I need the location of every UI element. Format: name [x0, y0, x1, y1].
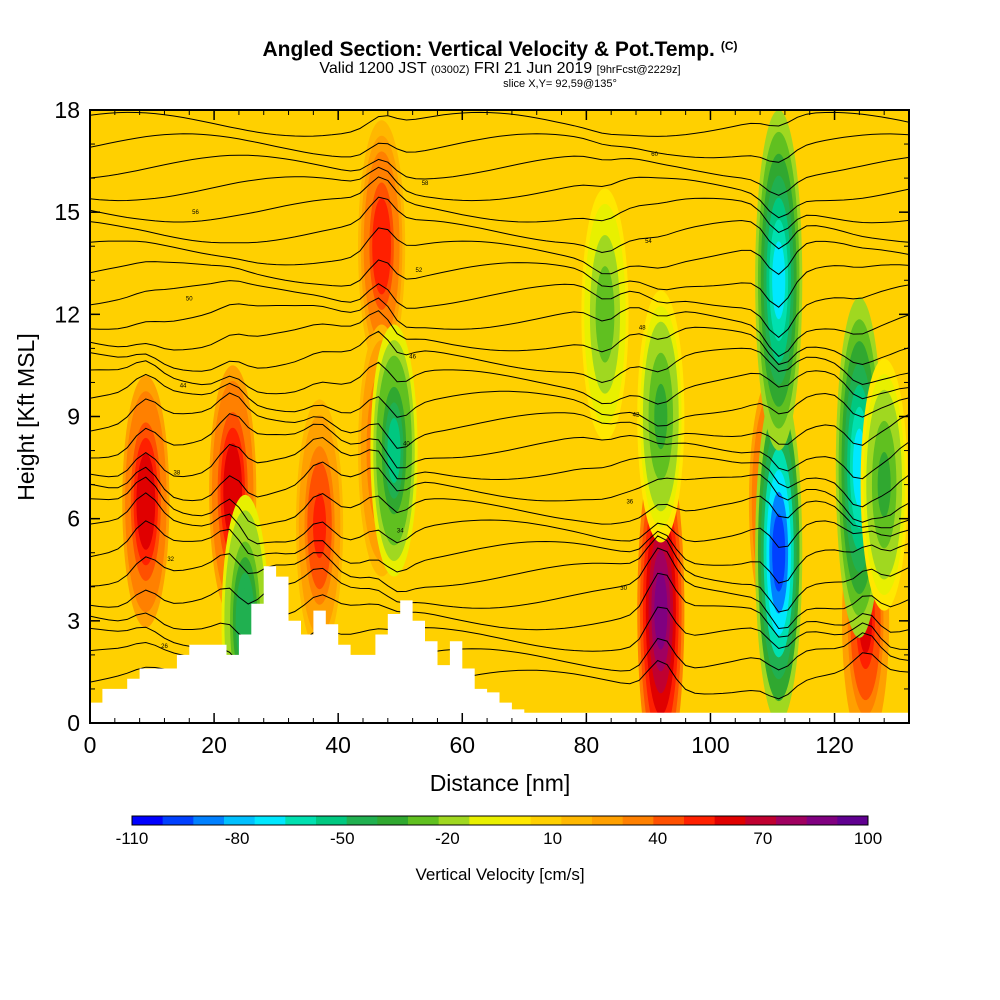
colorbar-swatch	[500, 816, 531, 825]
isentrope-label: 34	[397, 528, 404, 534]
isentrope-label: 36	[626, 499, 633, 505]
colorbar-swatch	[715, 816, 746, 825]
colorbar-swatch	[531, 816, 562, 825]
colorbar-swatch	[592, 816, 623, 825]
y-tick-label: 9	[67, 404, 80, 430]
y-axis-label: Height [Kft MSL]	[13, 333, 39, 500]
colorbar-swatch	[807, 816, 838, 825]
downdraft-cell-11-6	[654, 384, 667, 449]
y-tick-label: 18	[54, 97, 80, 123]
x-tick-label: 120	[815, 732, 853, 758]
x-tick-label: 40	[325, 732, 351, 758]
colorbar-swatch	[347, 816, 378, 825]
x-tick-label: 20	[201, 732, 227, 758]
colorbar-swatch	[653, 816, 684, 825]
x-tick-label: 60	[449, 732, 475, 758]
isentrope-label: 52	[415, 268, 422, 274]
colorbar-swatch	[285, 816, 316, 825]
colorbar-tick-label: 100	[854, 829, 882, 848]
x-tick-label: 80	[574, 732, 600, 758]
colorbar-swatch	[377, 816, 408, 825]
isentrope-label: 56	[192, 210, 199, 216]
isentrope-label: 30	[620, 586, 627, 592]
colorbar-swatch	[776, 816, 807, 825]
colorbar-tick-label: -80	[225, 829, 250, 848]
colorbar-swatch	[439, 816, 470, 825]
chart-figure: Angled Section: Vertical Velocity & Pot.…	[0, 0, 1000, 1000]
colorbar-swatch	[255, 816, 286, 825]
colorbar-swatch	[684, 816, 715, 825]
isentrope-label: 60	[651, 152, 658, 158]
colorbar-swatch	[469, 816, 500, 825]
isentrope-label: 38	[174, 470, 181, 476]
x-axis-label: Distance [nm]	[430, 770, 571, 796]
colorbar-swatch	[408, 816, 439, 825]
colorbar-swatch	[193, 816, 224, 825]
isentrope-label: 32	[167, 557, 174, 563]
isentrope-label: 42	[633, 413, 640, 419]
downdraft-cell-10-6	[598, 282, 611, 347]
updraft-cell-5-6	[654, 572, 667, 650]
colorbar-tick-label: -110	[116, 829, 149, 848]
colorbar-swatch	[623, 816, 654, 825]
colorbar-tick-label: 40	[648, 829, 667, 848]
y-tick-label: 0	[67, 710, 80, 736]
colorbar-tick-label: -50	[330, 829, 355, 848]
y-tick-label: 15	[54, 199, 80, 225]
updraft-cell-2-6	[313, 493, 326, 558]
isentrope-label: 26	[161, 644, 168, 650]
y-tick-label: 6	[67, 506, 80, 532]
colorbar-swatch	[224, 816, 255, 825]
isentrope-label: 44	[180, 384, 187, 390]
colorbar-swatch	[132, 816, 163, 825]
colorbar-tick-label: 10	[543, 829, 562, 848]
colorbar-tick-label: -20	[435, 829, 460, 848]
colorbar-label: Vertical Velocity [cm/s]	[415, 865, 584, 884]
x-tick-label: 0	[84, 732, 97, 758]
isentrope-label: 40	[403, 441, 410, 447]
colorbar-swatch	[745, 816, 776, 825]
colorbar-swatch	[837, 816, 868, 825]
isentrope-label: 50	[186, 297, 193, 303]
colorbar-swatch	[163, 816, 194, 825]
colorbar-swatch	[316, 816, 347, 825]
y-tick-label: 3	[67, 608, 80, 634]
isentrope-label: 48	[639, 326, 646, 332]
isentrope-label: 54	[645, 239, 652, 245]
x-tick-label: 100	[691, 732, 729, 758]
updraft-cell-3-6	[375, 214, 388, 279]
isentrope-label: 46	[409, 355, 416, 361]
colorbar-tick-label: 70	[753, 829, 772, 848]
downdraft-cell-12-6	[772, 514, 785, 592]
colorbar-swatch	[561, 816, 592, 825]
cross-section-chart: 262830323436384042444648505254565860 020…	[0, 0, 1000, 1000]
isentrope-label: 58	[422, 181, 429, 187]
y-tick-label: 12	[54, 301, 80, 327]
